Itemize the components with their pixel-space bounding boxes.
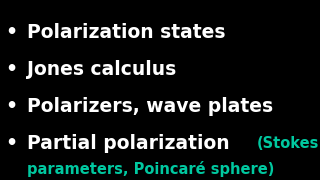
Text: •: • <box>5 97 17 116</box>
Text: •: • <box>5 23 17 42</box>
Text: •: • <box>5 60 17 79</box>
Text: •: • <box>5 134 17 153</box>
Text: parameters, Poincaré sphere): parameters, Poincaré sphere) <box>27 161 275 177</box>
Text: Polarizers, wave plates: Polarizers, wave plates <box>27 97 273 116</box>
Text: Polarization states: Polarization states <box>27 23 226 42</box>
Text: Jones calculus: Jones calculus <box>27 60 176 79</box>
Text: (Stokes: (Stokes <box>256 136 319 151</box>
Text: Partial polarization: Partial polarization <box>27 134 236 153</box>
